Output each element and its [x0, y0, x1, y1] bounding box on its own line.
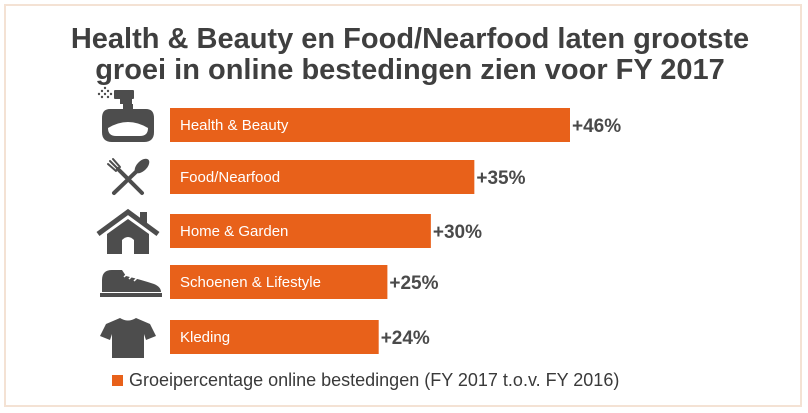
chart-title: Health & Beauty en Food/Nearfood laten g…: [60, 24, 760, 86]
category-label: Kleding: [180, 329, 230, 346]
perfume-bottle-icon: [97, 86, 154, 142]
value-label: +30%: [433, 222, 482, 243]
house-icon: [96, 208, 160, 254]
category-icons: [96, 86, 162, 358]
category-label: Health & Beauty: [180, 117, 289, 134]
bar-2: [170, 214, 431, 248]
category-label: Home & Garden: [180, 223, 288, 240]
category-label: Food/Nearfood: [180, 169, 280, 186]
chart-title-line-1: Health & Beauty en Food/Nearfood laten g…: [70, 23, 750, 55]
value-label: +35%: [476, 168, 525, 189]
bar-0: [170, 108, 570, 142]
bar-4: [170, 320, 379, 354]
fork-spoon-icon: [107, 158, 150, 195]
chart-title-line-2: groei in online bestedingen zien voor FY…: [95, 54, 725, 86]
category-label: Schoenen & Lifestyle: [180, 274, 321, 291]
bar-1: [170, 160, 475, 194]
bars-group: Health & Beauty +46% Food/Nearfood +35% Home…: [170, 108, 621, 354]
value-label: +24%: [381, 328, 430, 349]
legend: Groeipercentage online bestedingen (FY 2…: [112, 370, 619, 391]
bar-3: [170, 265, 388, 299]
shoe-icon: [100, 270, 162, 297]
legend-swatch: [112, 375, 123, 386]
value-label: +25%: [389, 273, 438, 294]
legend-label: Groeipercentage online bestedingen (FY 2…: [129, 370, 620, 390]
t-shirt-icon: [100, 318, 156, 358]
value-label: +46%: [572, 116, 621, 137]
